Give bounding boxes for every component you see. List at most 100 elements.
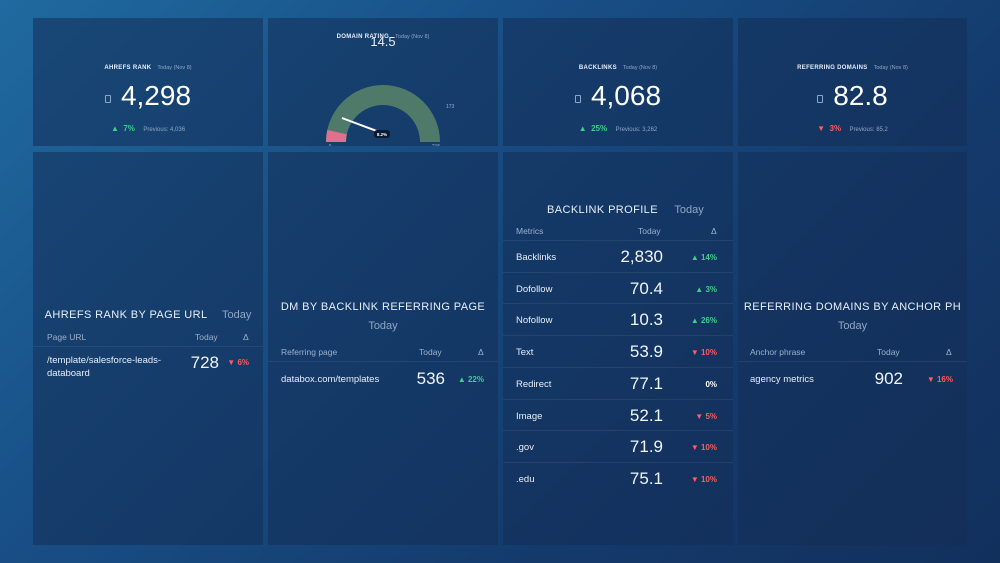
row-change: ▼ 10%	[691, 443, 717, 452]
row-change-value: 10%	[700, 474, 717, 484]
table-period: Today	[837, 320, 868, 332]
kpi-value: 4,068	[590, 80, 662, 111]
row-label: .edu	[516, 473, 535, 485]
column-header-page-url: Page URL	[47, 332, 87, 342]
row-change-value: 0%	[705, 379, 717, 389]
row-change: ▼ 6%	[227, 358, 249, 367]
change-up-arrow-icon: ▲	[690, 316, 701, 326]
change-down-arrow-icon: ▼	[690, 348, 701, 358]
kpi-change: 3%	[829, 124, 842, 133]
table-row: Image 52.1 ▼ 5%	[503, 398, 733, 431]
kpi-value: 82.8	[833, 80, 888, 111]
row-label: agency metrics	[750, 374, 814, 385]
row-label: Image	[516, 410, 543, 422]
gauge-min-label: 0	[329, 144, 332, 146]
column-header-metrics: Metrics	[516, 226, 544, 236]
row-change: 0%	[705, 380, 717, 389]
table-row: .gov 71.9 ▼ 10%	[503, 430, 733, 462]
dm-by-backlink-tile[interactable]: DM BY BACKLINK REFERRING PAGE Today Refe…	[268, 152, 498, 545]
document-icon	[574, 95, 581, 103]
row-value: 52.1	[629, 405, 663, 425]
row-value: 77.1	[629, 373, 663, 393]
kpi-previous: Previous: 3,262	[615, 127, 658, 133]
gauge-max-label: 215	[432, 144, 441, 146]
tile-period: Today (Nov 8)	[622, 65, 658, 71]
row-change-value: 10%	[700, 443, 717, 453]
column-header-delta: Δ	[478, 347, 484, 357]
row-label-line1: /template/salesforce-leads-	[47, 355, 162, 366]
row-value: 902	[874, 369, 903, 388]
row-change: ▲ 26%	[691, 316, 717, 325]
domain-rating-tile[interactable]: DOMAIN RATING Today (Nov 8) 14.5 8.2% 0 2…	[268, 18, 498, 146]
change-down-arrow-icon: ▼	[227, 358, 238, 367]
gauge-fill	[326, 130, 347, 142]
table-row: Redirect 77.1 0%	[503, 366, 733, 399]
table-title: REFERRING DOMAINS BY ANCHOR PH	[743, 301, 962, 313]
change-down-arrow-icon: ▼	[690, 443, 701, 453]
gauge-pointer-badge	[374, 130, 390, 138]
row-change: ▲ 22%	[458, 375, 484, 384]
ahrefs-rank-tile[interactable]: AHREFS RANK Today (Nov 8) 4,298 ▲ 7% Prev…	[33, 18, 263, 146]
table-title: BACKLINK PROFILE	[547, 204, 658, 216]
table-row: databox.com/templates 536 ▲ 22%	[268, 361, 498, 394]
gauge-mark-label: 173	[446, 104, 455, 110]
column-header-anchor-phrase: Anchor phrase	[750, 347, 806, 357]
row-value: 2,830	[620, 247, 663, 266]
row-change-value: 3%	[705, 284, 717, 294]
backlinks-tile[interactable]: BACKLINKS Today (Nov 8) 4,068 ▲ 25% Previ…	[503, 18, 733, 146]
document-icon	[817, 95, 824, 103]
kpi-change: 7%	[123, 124, 135, 133]
row-label: databox.com/templates	[281, 374, 380, 385]
column-header-today: Today	[877, 347, 900, 357]
column-header-today: Today	[195, 332, 218, 342]
tile-title: DOMAIN RATING	[336, 34, 390, 40]
row-value: 71.9	[629, 437, 663, 457]
row-change: ▲ 3%	[695, 285, 717, 294]
column-header-delta: Δ	[243, 332, 249, 342]
table-row: agency metrics 902 ▼ 16%	[738, 361, 967, 394]
change-down-arrow-icon: ▼	[926, 375, 937, 384]
rank-by-page-url-tile[interactable]: AHREFS RANK BY PAGE URL Today Page URL T…	[33, 152, 263, 545]
change-down-arrow-icon: ▼	[690, 474, 701, 484]
table-title: AHREFS RANK BY PAGE URL	[44, 309, 208, 321]
kpi-previous: Previous: 4,036	[143, 127, 186, 133]
gauge-pointer-label: 8.2%	[377, 132, 387, 137]
change-down-arrow-icon: ▼	[817, 124, 826, 133]
table-period: Today	[368, 320, 398, 332]
tile-title: AHREFS RANK	[104, 65, 152, 71]
change-up-arrow-icon: ▲	[690, 253, 701, 262]
tile-title: REFERRING DOMAINS	[797, 65, 868, 71]
row-change-value: 26%	[700, 316, 717, 326]
column-header-today: Today	[419, 347, 442, 357]
table-row: Nofollow 10.3 ▲ 26%	[503, 303, 733, 335]
column-header-delta: Δ	[946, 347, 952, 357]
row-change-value: 5%	[705, 411, 717, 421]
tile-period: Today (Nov 8)	[395, 34, 430, 40]
row-label: Dofollow	[516, 283, 553, 295]
row-change-value: 14%	[700, 253, 717, 262]
row-value: 536	[416, 369, 445, 388]
row-change: ▲ 14%	[691, 253, 717, 262]
column-header-referring-page: Referring page	[281, 347, 338, 357]
column-header-today: Today	[638, 226, 661, 236]
tile-period: Today (Nov 8)	[873, 65, 908, 71]
domains-by-anchor-tile[interactable]: REFERRING DOMAINS BY ANCHOR PH Today Anc…	[738, 152, 967, 545]
tile-period: Today (Nov 8)	[157, 65, 192, 71]
row-label: Backlinks	[516, 252, 557, 263]
row-label: Text	[516, 347, 534, 359]
row-label: Redirect	[516, 378, 552, 390]
row-value: 53.9	[629, 342, 663, 362]
row-value: 10.3	[629, 310, 663, 330]
row-label: Nofollow	[516, 315, 553, 327]
gauge-value: 14.5	[370, 34, 396, 49]
referring-domains-tile[interactable]: REFERRING DOMAINS Today (Nov 8) 82.8 ▼ 3%…	[738, 18, 967, 146]
row-value: 70.4	[629, 278, 663, 298]
table-period: Today	[674, 204, 704, 216]
backlink-profile-tile[interactable]: BACKLINK PROFILE Today Metrics Today Δ B…	[503, 152, 733, 545]
table-row: Text 53.9 ▼ 10%	[503, 335, 733, 367]
row-change-value: 10%	[700, 348, 717, 358]
table-row: .edu 75.1 ▼ 10%	[503, 461, 733, 494]
table-period: Today	[221, 309, 252, 321]
row-change-value: 6%	[237, 358, 249, 367]
kpi-value: 4,298	[120, 80, 192, 111]
